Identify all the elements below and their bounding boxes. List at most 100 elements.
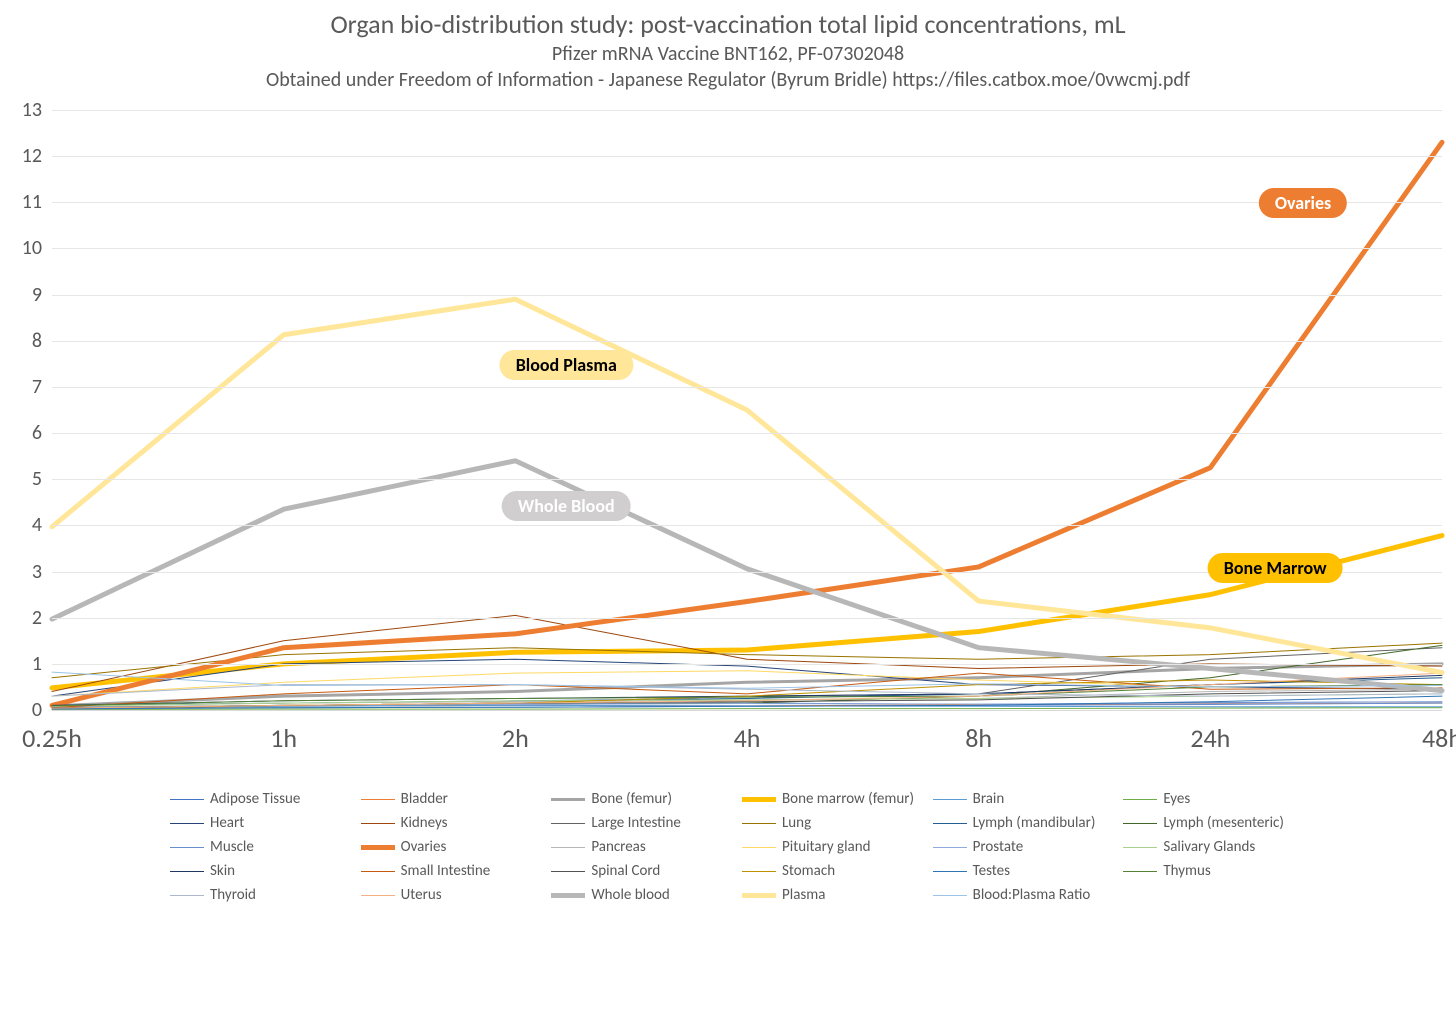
chart-title: Organ bio-distribution study: post-vacci… — [0, 8, 1456, 40]
chart-subtitle-1: Pfizer mRNA Vaccine BNT162, PF-07302048 — [0, 42, 1456, 66]
y-tick-label: 0 — [32, 698, 42, 722]
legend-item: Pancreas — [551, 838, 738, 856]
legend-item: Bone marrow (femur) — [742, 790, 929, 808]
series-line — [52, 142, 1442, 705]
callout-label: Whole Blood — [502, 491, 631, 521]
legend-item: Bladder — [361, 790, 548, 808]
legend-swatch — [551, 847, 585, 848]
callout-label: Bone Marrow — [1208, 553, 1343, 583]
legend-swatch — [742, 797, 776, 802]
x-tick-label: 24h — [1190, 722, 1230, 754]
y-tick-label: 10 — [22, 236, 42, 260]
y-tick-label: 2 — [32, 606, 42, 630]
legend-swatch — [170, 847, 204, 848]
x-tick-label: 2h — [502, 722, 529, 754]
legend-label: Muscle — [210, 838, 254, 856]
chart-area: 012345678910111213 Blood PlasmaWhole Blo… — [0, 110, 1456, 790]
legend-label: Lung — [782, 814, 811, 832]
y-tick-label: 5 — [32, 467, 42, 491]
gridline — [52, 156, 1442, 157]
y-tick-label: 12 — [22, 144, 42, 168]
plot-area: Blood Plasma Whole Blood Ovaries Bone Marro… — [52, 110, 1442, 710]
legend-item: Skin — [170, 862, 357, 880]
gridline — [52, 710, 1442, 711]
gridline — [52, 664, 1442, 665]
legend: Adipose TissueBladderBone (femur)Bone ma… — [170, 790, 1310, 904]
legend-item: Spinal Cord — [551, 862, 738, 880]
legend-swatch — [742, 847, 776, 848]
legend-swatch — [933, 871, 967, 872]
legend-item: Thymus — [1123, 862, 1310, 880]
y-tick-label: 8 — [32, 329, 42, 353]
series-line — [52, 691, 1442, 708]
legend-swatch — [361, 895, 395, 896]
legend-label: Skin — [210, 862, 235, 880]
line-series-svg — [52, 110, 1442, 710]
y-tick-label: 9 — [32, 283, 42, 307]
legend-swatch — [361, 799, 395, 800]
legend-swatch — [1123, 871, 1157, 872]
legend-item: Lymph (mandibular) — [933, 814, 1120, 832]
legend-item: Testes — [933, 862, 1120, 880]
legend-item: Heart — [170, 814, 357, 832]
legend-swatch — [551, 798, 585, 801]
legend-item: Brain — [933, 790, 1120, 808]
legend-swatch — [170, 871, 204, 872]
legend-item: Ovaries — [361, 838, 548, 856]
title-block: Organ bio-distribution study: post-vacci… — [0, 0, 1456, 92]
legend-item: Adipose Tissue — [170, 790, 357, 808]
legend-label: Heart — [210, 814, 244, 832]
legend-swatch — [742, 823, 776, 824]
legend-swatch — [361, 845, 395, 850]
gridline — [52, 525, 1442, 526]
legend-label: Lymph (mesenteric) — [1163, 814, 1284, 832]
legend-swatch — [933, 847, 967, 848]
chart-subtitle-2: Obtained under Freedom of Information - … — [0, 68, 1456, 92]
y-tick-label: 3 — [32, 560, 42, 584]
gridline — [52, 248, 1442, 249]
legend-swatch — [1123, 847, 1157, 848]
legend-swatch — [933, 895, 967, 896]
y-tick-label: 6 — [32, 421, 42, 445]
gridline — [52, 433, 1442, 434]
x-tick-label: 4h — [734, 722, 761, 754]
series-line — [52, 299, 1442, 672]
x-tick-label: 0.25h — [22, 722, 82, 754]
legend-label: Pituitary gland — [782, 838, 871, 856]
x-tick-label: 48h — [1422, 722, 1456, 754]
legend-label: Blood:Plasma Ratio — [973, 886, 1091, 904]
legend-item: Stomach — [742, 862, 929, 880]
legend-item: Blood:Plasma Ratio — [933, 886, 1120, 904]
legend-item: Kidneys — [361, 814, 548, 832]
legend-swatch — [742, 893, 776, 898]
y-axis: 012345678910111213 — [0, 110, 48, 710]
legend-swatch — [361, 823, 395, 824]
legend-label: Bladder — [401, 790, 448, 808]
gridline — [52, 618, 1442, 619]
legend-swatch — [551, 893, 585, 898]
callout-label: Blood Plasma — [500, 350, 633, 380]
y-tick-label: 11 — [22, 190, 42, 214]
legend-label: Salivary Glands — [1163, 838, 1255, 856]
legend-item: Lung — [742, 814, 929, 832]
legend-label: Small Intestine — [401, 862, 491, 880]
legend-item: Whole blood — [551, 886, 738, 904]
gridline — [52, 295, 1442, 296]
x-axis: 0.25h1h2h4h8h24h48h — [52, 722, 1442, 762]
legend-swatch — [170, 823, 204, 824]
legend-label: Thyroid — [210, 886, 256, 904]
legend-label: Stomach — [782, 862, 835, 880]
legend-label: Kidneys — [401, 814, 448, 832]
legend-item: Prostate — [933, 838, 1120, 856]
legend-swatch — [742, 871, 776, 872]
legend-swatch — [551, 871, 585, 872]
legend-swatch — [1123, 799, 1157, 800]
legend-item: Salivary Glands — [1123, 838, 1310, 856]
gridline — [52, 341, 1442, 342]
legend-item: Small Intestine — [361, 862, 548, 880]
legend-label: Uterus — [401, 886, 442, 904]
legend-label: Adipose Tissue — [210, 790, 300, 808]
callout-label: Ovaries — [1259, 188, 1347, 218]
legend-label: Spinal Cord — [591, 862, 660, 880]
legend-item: Lymph (mesenteric) — [1123, 814, 1310, 832]
